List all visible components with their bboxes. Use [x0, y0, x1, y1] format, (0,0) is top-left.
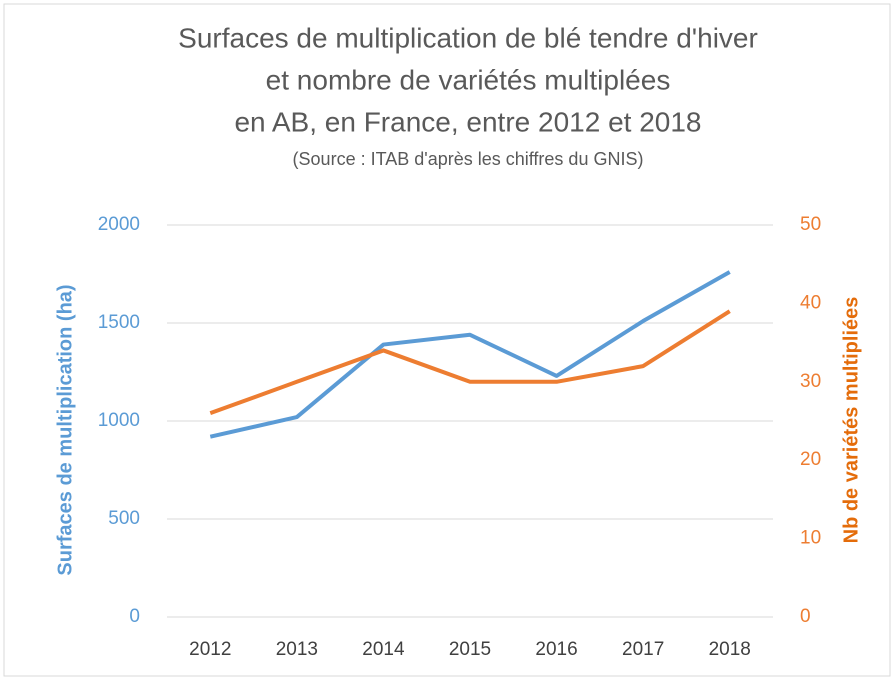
x-tick-label: 2015 — [449, 639, 491, 660]
series-line — [209, 270, 731, 439]
y-tick-label: 0 — [129, 606, 140, 627]
chart-title: et nombre de variétés multiplées — [266, 64, 671, 95]
series-line — [209, 309, 731, 416]
y2-tick-label: 0 — [800, 606, 811, 627]
chart-subtitle: (Source : ITAB d'après les chiffres du G… — [293, 149, 644, 169]
chart-border — [3, 3, 891, 677]
x-tick-label: 2013 — [276, 639, 318, 660]
y2-axis-title: Nb de variétés multipliées — [840, 297, 862, 544]
y-axis-title: Surfaces de multiplication (ha) — [54, 284, 76, 575]
x-tick-label: 2012 — [189, 639, 231, 660]
y2-tick-label: 30 — [800, 371, 821, 392]
x-tick-label: 2017 — [622, 639, 664, 660]
chart-title: Surfaces de multiplication de blé tendre… — [178, 22, 758, 53]
y-tick-label: 500 — [108, 508, 140, 529]
y-tick-label: 1000 — [98, 410, 140, 431]
x-tick-label: 2018 — [709, 639, 751, 660]
y-tick-label: 2000 — [98, 214, 140, 235]
y-tick-label: 1500 — [98, 312, 140, 333]
y2-tick-label: 40 — [800, 292, 821, 313]
chart-title: en AB, en France, entre 2012 et 2018 — [234, 106, 701, 137]
x-tick-label: 2016 — [535, 639, 577, 660]
y2-tick-label: 10 — [800, 528, 821, 549]
y2-tick-label: 50 — [800, 214, 821, 235]
y2-tick-label: 20 — [800, 449, 821, 470]
x-tick-label: 2014 — [362, 639, 405, 660]
